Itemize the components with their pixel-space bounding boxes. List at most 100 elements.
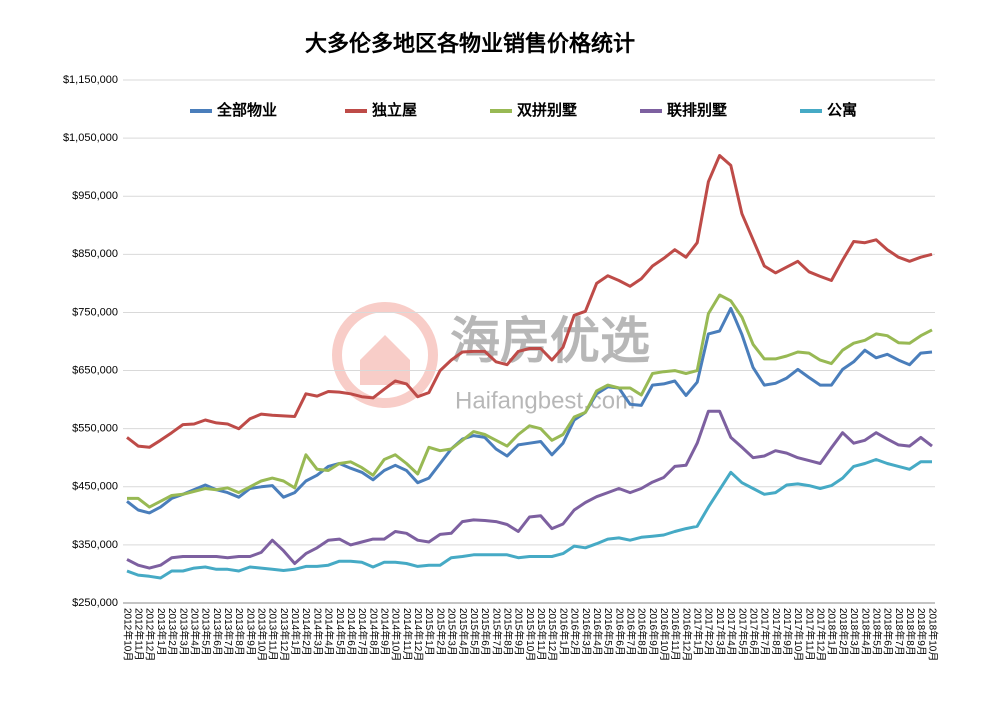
x-tick-label: 2017年6月: [747, 608, 760, 656]
watermark-site: Haifangbest.com: [455, 387, 635, 414]
x-tick-label: 2015年5月: [468, 608, 481, 656]
x-tick-label: 2016年7月: [624, 608, 637, 656]
x-tick-label: 2018年6月: [882, 608, 895, 656]
line-series: [126, 409, 933, 570]
x-tick-label: 2018年4月: [859, 608, 872, 656]
x-tick-label: 2018年8月: [904, 608, 917, 656]
line-series: [126, 306, 933, 515]
y-tick-label: $550,000: [72, 423, 118, 435]
x-tick-label: 2014年6月: [345, 608, 358, 656]
x-tick-label: 2014年11月: [401, 608, 414, 661]
x-tick-label: 2017年7月: [759, 608, 772, 656]
x-tick-label: 2013年12月: [278, 608, 291, 661]
x-tick-label: 2017年5月: [736, 608, 749, 656]
legend-label: 独立屋: [372, 101, 417, 119]
x-tick-label: 2018年2月: [837, 608, 850, 656]
y-tick-label: $1,050,000: [63, 132, 118, 144]
line-series: [127, 293, 933, 509]
chart-title: 大多伦多地区各物业销售价格统计: [305, 31, 635, 56]
x-tick-label: 2014年1月: [289, 608, 302, 656]
x-tick-label: 2017年9月: [781, 608, 794, 656]
x-tick-label: 2015年9月: [513, 608, 526, 656]
x-tick-label: 2013年3月: [177, 608, 190, 656]
x-tick-label: 2014年7月: [356, 608, 369, 656]
x-tick-label: 2014年12月: [412, 608, 425, 661]
legend-label: 全部物业: [216, 101, 277, 119]
x-tick-label: 2014年5月: [334, 608, 347, 656]
legend-label: 双拼别墅: [517, 101, 577, 119]
y-tick-label: $350,000: [72, 539, 118, 551]
x-tick-label: 2017年2月: [703, 608, 716, 656]
x-tick-label: 2013年1月: [155, 608, 168, 656]
x-tick-label: 2013年11月: [267, 608, 280, 661]
x-tick-label: 2013年2月: [166, 608, 179, 656]
x-tick-label: 2014年8月: [367, 608, 380, 656]
x-tick-label: 2012年12月: [144, 608, 157, 661]
y-tick-label: $750,000: [72, 306, 118, 318]
x-tick-label: 2017年4月: [725, 608, 738, 656]
x-tick-label: 2018年1月: [826, 608, 839, 656]
x-tick-label: 2015年6月: [479, 608, 492, 656]
y-tick-label: $1,150,000: [63, 74, 118, 86]
x-tick-label: 2013年5月: [200, 608, 213, 656]
x-tick-label: 2015年10月: [524, 608, 537, 661]
x-tick-label: 2018年7月: [893, 608, 906, 656]
x-tick-label: 2016年11月: [669, 608, 682, 661]
x-tick-label: 2017年11月: [803, 608, 816, 661]
x-tick-label: 2012年10月: [121, 608, 134, 661]
x-tick-label: 2017年8月: [770, 608, 783, 656]
line-series: [126, 154, 933, 449]
x-tick-label: 2015年4月: [457, 608, 470, 656]
x-tick-label: 2016年5月: [602, 608, 615, 656]
x-tick-label: 2017年12月: [815, 608, 828, 661]
x-tick-label: 2016年12月: [680, 608, 693, 661]
x-tick-label: 2015年11月: [535, 608, 548, 661]
x-tick-label: 2013年8月: [233, 608, 246, 656]
x-tick-label: 2016年8月: [636, 608, 649, 656]
line-series: [126, 458, 932, 580]
y-tick-label: $250,000: [72, 597, 118, 609]
x-tick-label: 2017年3月: [714, 608, 727, 656]
legend-label: 联排别墅: [667, 101, 727, 119]
x-tick-label: 2015年1月: [423, 608, 436, 656]
x-tick-label: 2014年2月: [300, 608, 313, 656]
y-tick-label: $450,000: [72, 481, 118, 493]
x-tick-label: 2016年1月: [557, 608, 570, 656]
watermark-brand: 海房优选: [450, 313, 650, 369]
y-tick-label: $650,000: [72, 364, 118, 376]
x-tick-label: 2018年9月: [915, 608, 928, 656]
x-tick-label: 2018年3月: [848, 608, 861, 656]
x-tick-label: 2015年2月: [434, 608, 447, 656]
x-tick-label: 2014年9月: [379, 608, 392, 656]
x-tick-label: 2017年10月: [792, 608, 805, 661]
x-tick-label: 2016年9月: [647, 608, 660, 656]
y-tick-label: $850,000: [72, 248, 118, 260]
x-tick-label: 2014年3月: [311, 608, 324, 656]
x-tick-label: 2017年1月: [692, 608, 705, 656]
watermark: 海房优选 Haifangbest.com: [332, 302, 650, 414]
x-tick-label: 2013年9月: [244, 608, 257, 656]
x-tick-label: 2014年10月: [390, 608, 403, 661]
x-tick-label: 2016年4月: [591, 608, 604, 656]
x-tick-label: 2016年3月: [580, 608, 593, 656]
x-tick-label: 2018年5月: [870, 608, 883, 656]
x-tick-label: 2018年10月: [926, 608, 939, 661]
legend-label: 公寓: [827, 101, 857, 119]
x-tick-label: 2013年7月: [222, 608, 235, 656]
y-tick-label: $950,000: [72, 190, 118, 202]
x-tick-label: 2014年4月: [323, 608, 336, 656]
x-tick-label: 2015年3月: [446, 608, 459, 656]
x-tick-label: 2016年6月: [613, 608, 626, 656]
x-tick-label: 2013年10月: [256, 608, 269, 661]
x-tick-label: 2015年7月: [490, 608, 503, 656]
x-tick-label: 2015年12月: [546, 608, 559, 661]
watermark-house: [360, 335, 410, 385]
watermark-logo: [332, 302, 438, 408]
x-tick-label: 2015年8月: [501, 608, 514, 656]
x-tick-label: 2012年11月: [133, 608, 146, 661]
x-tick-label: 2016年2月: [569, 608, 582, 656]
x-tick-label: 2013年6月: [211, 608, 224, 656]
x-tick-label: 2016年10月: [658, 608, 671, 661]
x-tick-label: 2013年4月: [188, 608, 201, 656]
